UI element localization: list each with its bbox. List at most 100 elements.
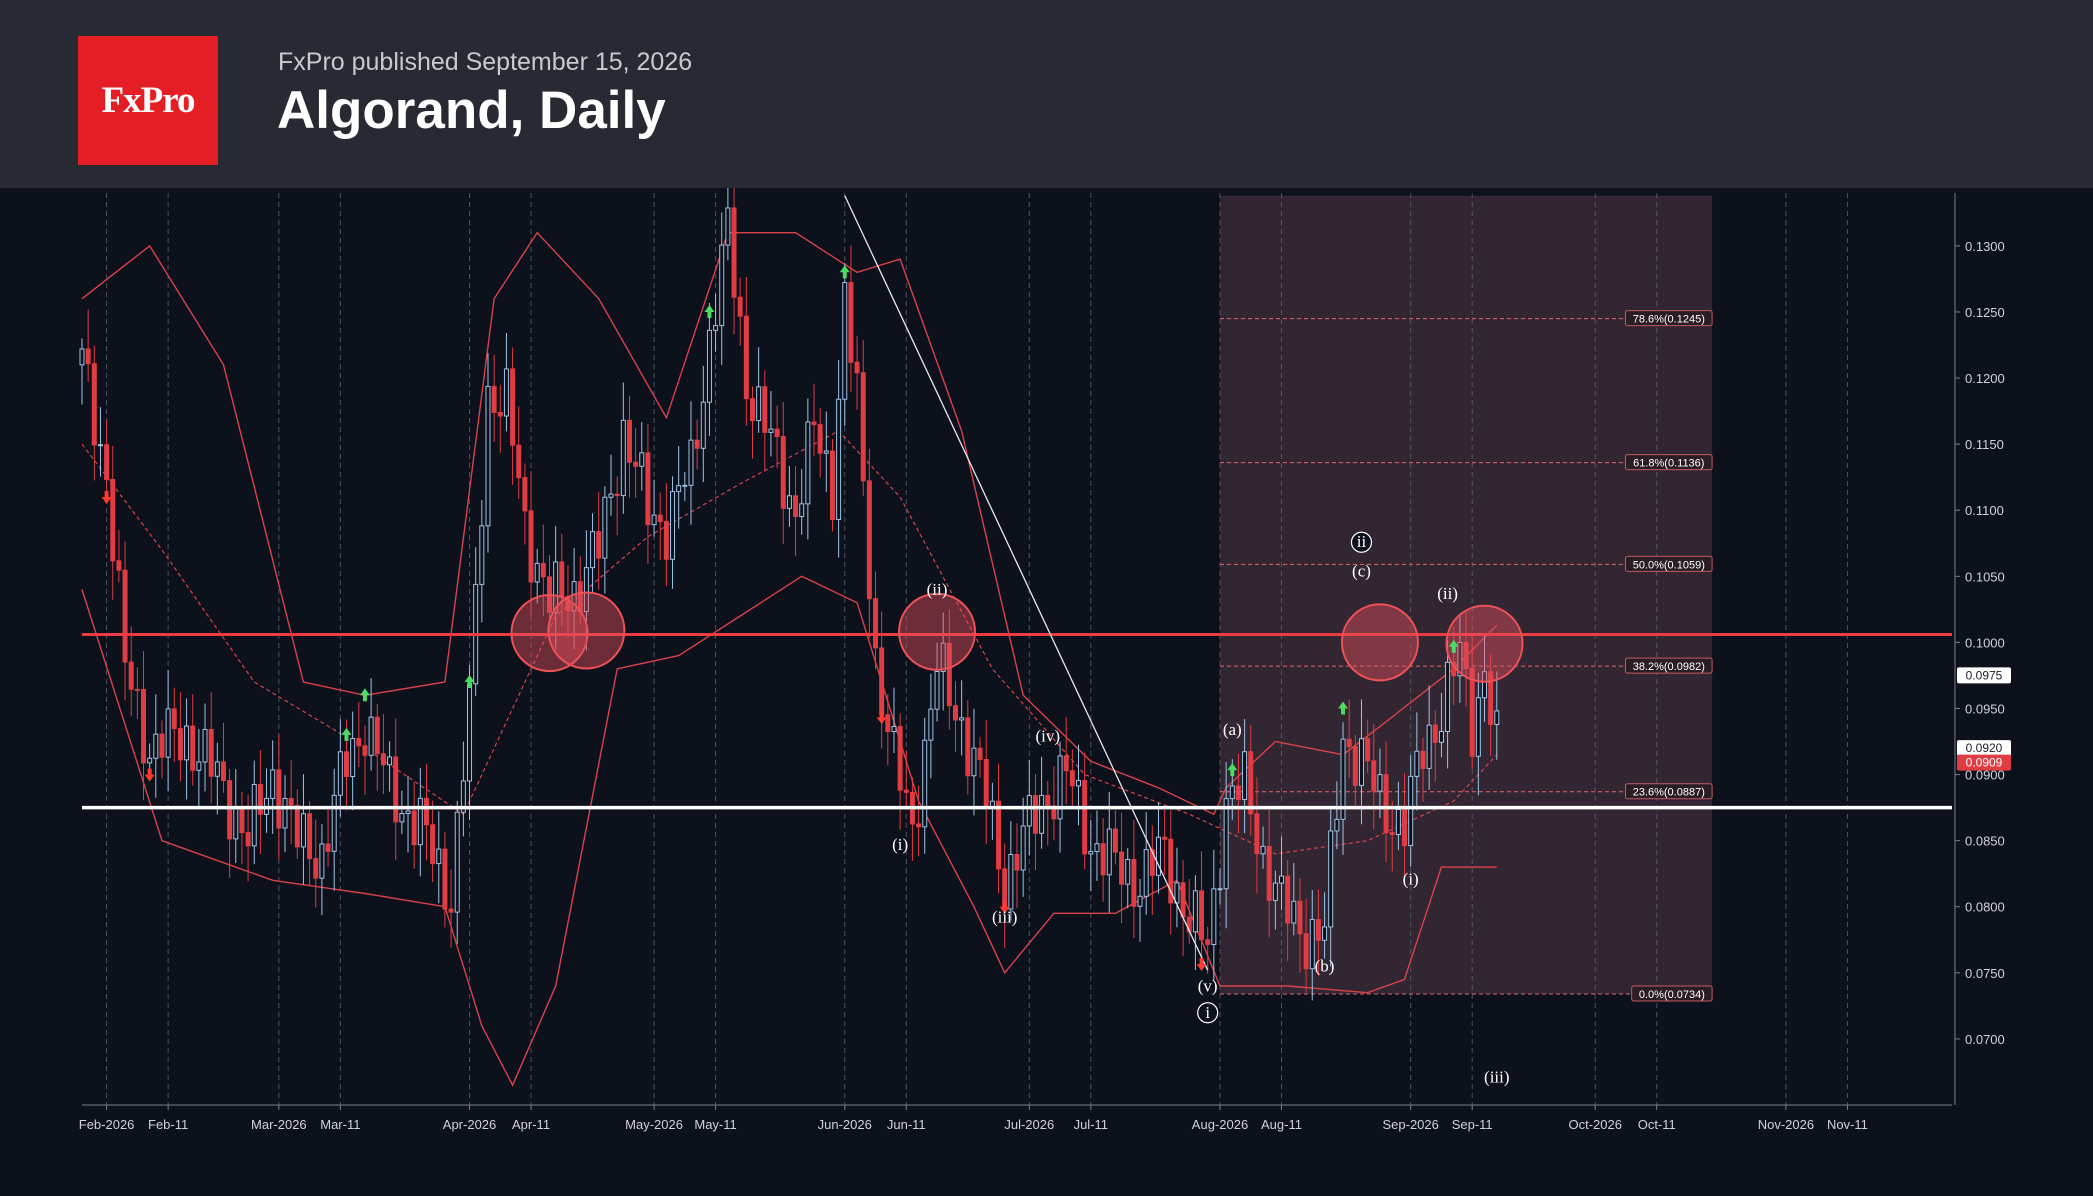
candle-body <box>1291 900 1297 924</box>
candle-body <box>743 315 749 400</box>
buy-arrow <box>1448 639 1459 653</box>
buy-arrow <box>839 265 850 279</box>
candle-body <box>651 514 657 526</box>
chart-title: Algorand, Daily <box>277 81 666 140</box>
wave-label-circle <box>1197 1002 1219 1024</box>
y-tick-label: 0.1250 <box>1965 305 2005 320</box>
candle-body <box>922 739 928 828</box>
candle-body <box>793 495 799 518</box>
candle-body <box>147 757 153 764</box>
candle-body <box>411 810 417 846</box>
candle-body <box>1100 843 1106 876</box>
candle-body <box>620 419 626 497</box>
wave-label-circle <box>1350 531 1373 553</box>
candle-body <box>1131 858 1137 907</box>
candle-body <box>860 372 866 482</box>
candle-body <box>934 671 940 710</box>
candle-body <box>1297 900 1303 935</box>
candle-body <box>626 419 632 463</box>
candle-body <box>522 477 528 512</box>
candle-body <box>245 832 251 847</box>
sell-arrow <box>999 900 1010 914</box>
x-tick-label: Oct-2026 <box>1568 1117 1621 1132</box>
candle-body <box>633 461 639 467</box>
candle-body <box>756 386 762 422</box>
candle-body <box>374 716 380 755</box>
candle-body <box>516 444 522 479</box>
candle-body <box>387 756 393 766</box>
candle-body <box>1223 798 1229 890</box>
candle-body <box>977 747 983 760</box>
candle-body <box>405 810 411 814</box>
candle-body <box>307 813 313 860</box>
fib-level-label: 78.6%(0.1245) <box>1633 314 1705 326</box>
wave-label: (ii) <box>1437 584 1458 603</box>
x-tick-label: Oct-11 <box>1638 1117 1676 1132</box>
candle-body <box>725 207 731 246</box>
candle-body <box>1457 641 1463 677</box>
buy-arrow <box>1338 701 1349 715</box>
candle-body <box>479 525 485 585</box>
fxpro-logo: FxPro <box>78 36 218 165</box>
candle-body <box>350 738 356 778</box>
y-tick-label: 0.1200 <box>1965 371 2005 386</box>
candle-body <box>1211 888 1217 945</box>
candle-body <box>1076 780 1082 787</box>
y-tick-label: 0.0800 <box>1965 900 2005 915</box>
price-tag-label: 0.0975 <box>1966 668 2003 682</box>
wave-label: (iii) <box>992 908 1018 927</box>
candle-body <box>873 598 879 649</box>
candle-body <box>534 562 540 583</box>
candle-body <box>602 496 608 559</box>
candle-body <box>417 797 423 846</box>
candle-body <box>368 716 374 756</box>
fib-level-label: 50.0%(0.1059) <box>1633 559 1705 571</box>
candle-body <box>713 325 719 331</box>
sell-arrow <box>101 491 112 504</box>
candle-body <box>1279 875 1285 884</box>
buy-arrow <box>464 675 475 689</box>
candle-body <box>583 567 589 613</box>
candle-body <box>1365 738 1371 762</box>
candle-body <box>952 705 958 721</box>
wave-label: (ii) <box>927 580 948 599</box>
candle-body <box>276 769 282 829</box>
candle-body <box>356 738 362 747</box>
candle-body <box>559 561 565 597</box>
candle-body <box>1334 818 1340 832</box>
y-tick-label: 0.1000 <box>1965 635 2005 650</box>
candle-body <box>128 661 134 690</box>
candle-body <box>540 562 546 578</box>
wave-label: (v) <box>1198 976 1218 995</box>
candle-body <box>879 647 885 716</box>
candle-body <box>706 329 712 403</box>
candle-body <box>719 244 725 327</box>
candle-body <box>97 444 103 447</box>
fib-level-tag <box>1624 454 1713 471</box>
wave-label: i <box>1205 1003 1210 1022</box>
candle-body <box>1377 774 1383 792</box>
candle-body <box>731 207 737 298</box>
candle-body <box>1106 828 1112 876</box>
candle-body <box>891 726 897 733</box>
x-tick-label: Sep-11 <box>1452 1117 1493 1132</box>
candle-body <box>663 521 669 560</box>
candle-body <box>1168 838 1174 904</box>
candle-body <box>1402 808 1408 847</box>
candle-body <box>288 797 294 806</box>
candle-body <box>1303 933 1309 970</box>
candle-body <box>91 363 97 446</box>
candle-body <box>528 510 534 583</box>
candle-body <box>596 531 602 559</box>
y-tick-label: 0.1300 <box>1965 239 2005 254</box>
candle-body <box>337 751 343 796</box>
x-tick-label: Feb-11 <box>148 1117 188 1132</box>
candle-body <box>897 726 903 791</box>
x-tick-label: May-11 <box>694 1117 736 1132</box>
price-chart[interactable]: 78.6%(0.1245) 61.8%(0.1136) 50.0%(0.1059) 3… <box>0 188 2093 1196</box>
sell-arrow <box>1196 958 1207 972</box>
candle-body <box>694 439 700 449</box>
candle-body <box>1205 939 1211 945</box>
candle-body <box>1272 882 1278 901</box>
candle-body <box>1094 843 1100 853</box>
